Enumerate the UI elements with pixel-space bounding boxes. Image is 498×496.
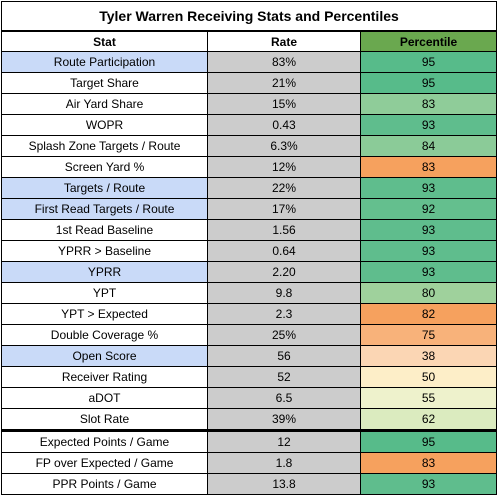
rate-cell: 9.8 [207,282,361,304]
rate-cell: 56 [207,345,361,367]
percentile-cell: 75 [360,324,497,346]
stat-cell: Double Coverage % [1,324,208,346]
table-row: WOPR 0.43 93 [1,114,497,136]
stat-cell: YPRR [1,261,208,283]
rate-cell: 6.3% [207,135,361,157]
percentile-cell: 83 [360,452,497,474]
rate-cell: 2.20 [207,261,361,283]
rate-cell: 6.5 [207,387,361,409]
stat-cell: FP over Expected / Game [1,452,208,474]
stat-cell: Screen Yard % [1,156,208,178]
table-row: PPR Points / Game 13.8 93 [1,473,497,495]
stat-cell: YPT > Expected [1,303,208,325]
percentile-cell: 95 [360,429,497,453]
percentile-cell: 93 [360,473,497,495]
stat-cell: PPR Points / Game [1,473,208,495]
table-row: aDOT 6.5 55 [1,387,497,409]
percentile-cell: 93 [360,219,497,241]
stat-cell: Slot Rate [1,408,208,431]
stat-cell: YPRR > Baseline [1,240,208,262]
percentile-cell: 95 [360,51,497,73]
table-row: 1st Read Baseline 1.56 93 [1,219,497,241]
table-row: Double Coverage % 25% 75 [1,324,497,346]
percentile-cell: 62 [360,408,497,431]
table-row: YPT > Expected 2.3 82 [1,303,497,325]
percentile-cell: 83 [360,93,497,115]
table-row: Targets / Route 22% 93 [1,177,497,199]
table-row: YPRR > Baseline 0.64 93 [1,240,497,262]
rate-cell: 52 [207,366,361,388]
stat-cell: Receiver Rating [1,366,208,388]
header-stat: Stat [1,30,208,52]
percentile-cell: 50 [360,366,497,388]
table-row: Slot Rate 39% 62 [1,408,497,431]
header-rate: Rate [207,30,361,52]
table-row: Receiver Rating 52 50 [1,366,497,388]
rate-cell: 0.64 [207,240,361,262]
percentile-cell: 82 [360,303,497,325]
rate-cell: 15% [207,93,361,115]
table-row: Target Share 21% 95 [1,72,497,94]
table-row: Expected Points / Game 12 95 [1,429,497,453]
percentile-cell: 80 [360,282,497,304]
stat-cell: YPT [1,282,208,304]
table-row: Screen Yard % 12% 83 [1,156,497,178]
table-title: Tyler Warren Receiving Stats and Percent… [1,1,497,32]
table-row: FP over Expected / Game 1.8 83 [1,452,497,474]
stat-cell: Expected Points / Game [1,429,208,453]
percentile-cell: 55 [360,387,497,409]
header-percentile: Percentile [360,30,497,52]
rate-cell: 83% [207,51,361,73]
stat-cell: Splash Zone Targets / Route [1,135,208,157]
rate-cell: 13.8 [207,473,361,495]
percentile-cell: 93 [360,261,497,283]
percentile-cell: 93 [360,114,497,136]
percentile-cell: 93 [360,177,497,199]
percentile-cell: 93 [360,240,497,262]
title-row: Tyler Warren Receiving Stats and Percent… [1,1,497,32]
rate-cell: 17% [207,198,361,220]
stat-cell: WOPR [1,114,208,136]
percentile-cell: 95 [360,72,497,94]
rate-cell: 2.3 [207,303,361,325]
rate-cell: 1.56 [207,219,361,241]
stat-cell: Targets / Route [1,177,208,199]
rate-cell: 0.43 [207,114,361,136]
stat-cell: Target Share [1,72,208,94]
header-row: Stat Rate Percentile [1,30,497,52]
table-row: Air Yard Share 15% 83 [1,93,497,115]
table-row: Open Score 56 38 [1,345,497,367]
stat-cell: Air Yard Share [1,93,208,115]
table-row: YPT 9.8 80 [1,282,497,304]
rate-cell: 21% [207,72,361,94]
stat-cell: Open Score [1,345,208,367]
percentile-cell: 92 [360,198,497,220]
stat-cell: First Read Targets / Route [1,198,208,220]
rate-cell: 1.8 [207,452,361,474]
percentile-cell: 38 [360,345,497,367]
table-row: Splash Zone Targets / Route 6.3% 84 [1,135,497,157]
rate-cell: 25% [207,324,361,346]
table-row: YPRR 2.20 93 [1,261,497,283]
table-row: First Read Targets / Route 17% 92 [1,198,497,220]
stat-cell: aDOT [1,387,208,409]
table-row: Route Participation 83% 95 [1,51,497,73]
rate-cell: 12 [207,429,361,453]
stat-cell: 1st Read Baseline [1,219,208,241]
table-body: Route Participation 83% 95 Target Share 21% 9… [1,51,497,495]
rate-cell: 12% [207,156,361,178]
stat-cell: Route Participation [1,51,208,73]
rate-cell: 22% [207,177,361,199]
percentile-cell: 83 [360,156,497,178]
percentile-cell: 84 [360,135,497,157]
rate-cell: 39% [207,408,361,431]
